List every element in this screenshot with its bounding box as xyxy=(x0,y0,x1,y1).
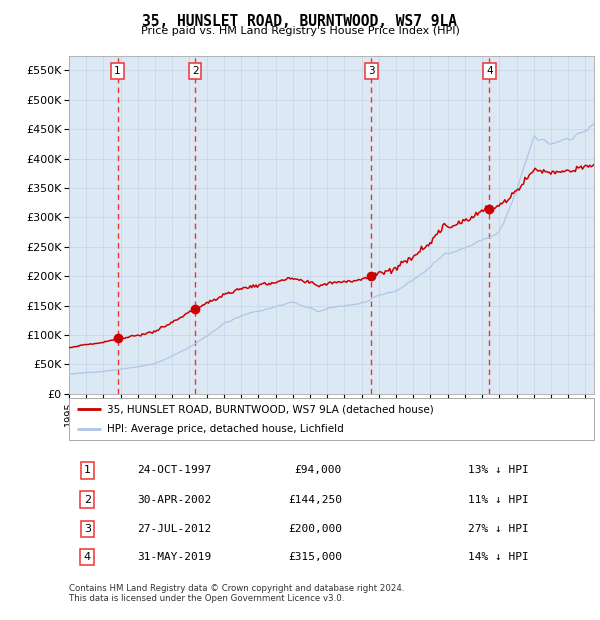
Text: 2: 2 xyxy=(84,495,91,505)
Text: £144,250: £144,250 xyxy=(288,495,342,505)
Text: 31-MAY-2019: 31-MAY-2019 xyxy=(137,552,212,562)
Text: 24-OCT-1997: 24-OCT-1997 xyxy=(137,466,212,476)
Text: 1: 1 xyxy=(84,466,91,476)
Text: 3: 3 xyxy=(84,524,91,534)
Text: 30-APR-2002: 30-APR-2002 xyxy=(137,495,212,505)
Text: 35, HUNSLET ROAD, BURNTWOOD, WS7 9LA (detached house): 35, HUNSLET ROAD, BURNTWOOD, WS7 9LA (de… xyxy=(107,404,434,414)
Text: 27% ↓ HPI: 27% ↓ HPI xyxy=(468,524,529,534)
Text: HPI: Average price, detached house, Lichfield: HPI: Average price, detached house, Lich… xyxy=(107,424,344,434)
Text: 4: 4 xyxy=(486,66,493,76)
Text: 2: 2 xyxy=(192,66,199,76)
Text: 4: 4 xyxy=(84,552,91,562)
Text: Contains HM Land Registry data © Crown copyright and database right 2024.
This d: Contains HM Land Registry data © Crown c… xyxy=(69,584,404,603)
Text: 1: 1 xyxy=(114,66,121,76)
Text: Price paid vs. HM Land Registry's House Price Index (HPI): Price paid vs. HM Land Registry's House … xyxy=(140,26,460,36)
Text: 11% ↓ HPI: 11% ↓ HPI xyxy=(468,495,529,505)
Text: 27-JUL-2012: 27-JUL-2012 xyxy=(137,524,212,534)
Text: 13% ↓ HPI: 13% ↓ HPI xyxy=(468,466,529,476)
Text: £94,000: £94,000 xyxy=(295,466,342,476)
Text: 14% ↓ HPI: 14% ↓ HPI xyxy=(468,552,529,562)
Text: £315,000: £315,000 xyxy=(288,552,342,562)
Text: £200,000: £200,000 xyxy=(288,524,342,534)
Text: 35, HUNSLET ROAD, BURNTWOOD, WS7 9LA: 35, HUNSLET ROAD, BURNTWOOD, WS7 9LA xyxy=(143,14,458,29)
Text: 3: 3 xyxy=(368,66,375,76)
